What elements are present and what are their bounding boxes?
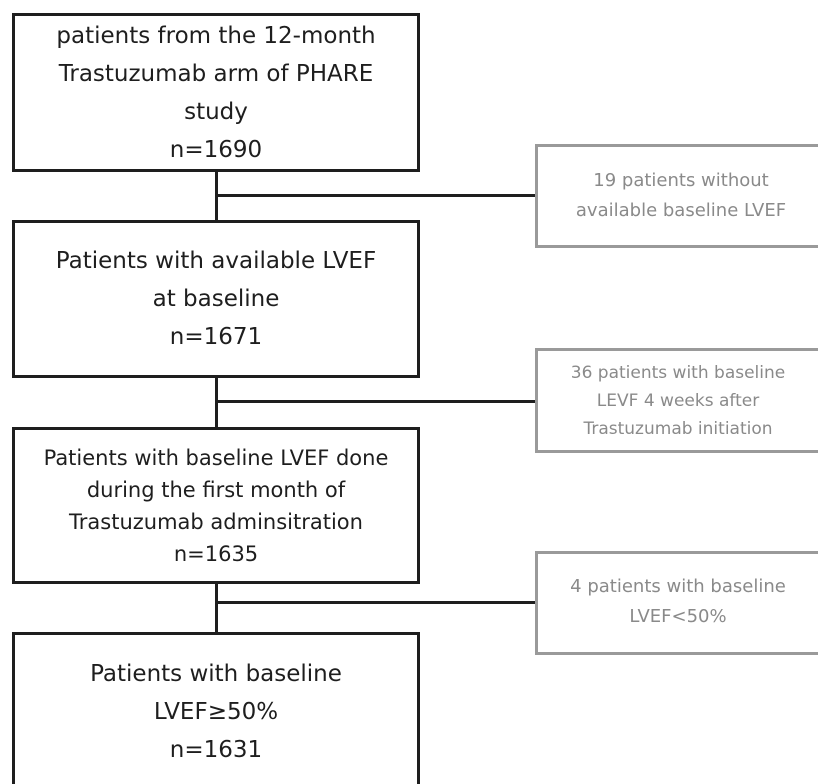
- exclusion-box-2-line-1: 36 patients with baseline: [570, 362, 786, 383]
- main-box-4-count: n=1631: [169, 736, 263, 763]
- main-box-3-count: n=1635: [173, 541, 259, 566]
- main-box-4: Patients with baseline LVEF≥50% n=1631: [12, 632, 420, 784]
- main-box-2-line-2: at baseline: [152, 286, 280, 312]
- main-box-1: patients from the 12-month Trastuzumab a…: [12, 13, 420, 172]
- main-box-1-line-1: patients from the 12-month: [56, 22, 376, 49]
- exclusion-box-3: 4 patients with baseline LVEF<50%: [535, 551, 818, 655]
- exclusion-box-1-line-1: 19 patients without: [593, 170, 769, 191]
- main-box-3-line-2: during the first month of: [86, 477, 346, 502]
- exclusion-box-1-line-2: available baseline LVEF: [575, 200, 787, 221]
- exclusion-box-1: 19 patients without available baseline L…: [535, 144, 818, 248]
- main-box-2-count: n=1671: [169, 324, 263, 350]
- main-box-2: Patients with available LVEF at baseline…: [12, 220, 420, 378]
- exclusion-box-3-line-1: 4 patients with baseline: [570, 576, 786, 597]
- main-box-3-line-3: Trastuzumab adminsitration: [69, 509, 363, 534]
- main-box-3-line-1: Patients with baseline LVEF done: [43, 445, 389, 470]
- main-box-1-line-2: Trastuzumab arm of PHARE: [58, 60, 374, 87]
- exclusion-box-2-line-2: LEVF 4 weeks after: [596, 390, 760, 411]
- main-box-1-count: n=1690: [169, 136, 263, 163]
- connector-vertical-3: [215, 582, 218, 633]
- main-box-4-line-1: Patients with baseline: [90, 660, 342, 687]
- exclusion-box-3-line-2: LVEF<50%: [629, 606, 727, 627]
- connector-horizontal-1: [215, 194, 537, 197]
- main-box-4-line-2: LVEF≥50%: [153, 698, 279, 725]
- main-box-2-line-1: Patients with available LVEF: [55, 248, 377, 274]
- main-box-1-line-3: study: [184, 98, 248, 125]
- exclusion-box-2-line-3: Trastuzumab initiation: [583, 418, 773, 439]
- exclusion-box-2: 36 patients with baseline LEVF 4 weeks a…: [535, 348, 818, 453]
- main-box-3: Patients with baseline LVEF done during …: [12, 427, 420, 584]
- connector-horizontal-2: [215, 400, 537, 403]
- connector-horizontal-3: [215, 601, 537, 604]
